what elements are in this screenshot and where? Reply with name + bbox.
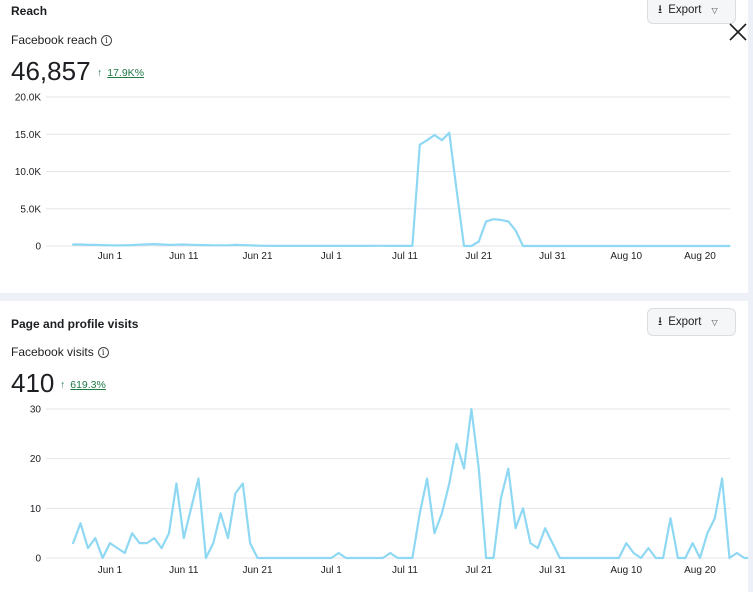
arrow-up-icon: ↑ (60, 379, 66, 391)
visits-value: 410 (11, 368, 55, 398)
reach-y-tick-label: 10.0K (15, 167, 41, 178)
info-icon[interactable]: i (101, 34, 113, 46)
delta-percent[interactable]: 17.9K% (107, 67, 145, 79)
reach-x-tick-label: Jun 11 (169, 251, 199, 262)
visits-x-tick-label: Aug 20 (684, 565, 716, 576)
metric-label-text: Facebook visits (11, 345, 94, 359)
visits-x-tick-label: Jul 1 (321, 565, 343, 576)
visits-y-tick-label: 10 (30, 504, 42, 515)
arrow-up-icon: ↑ (97, 67, 103, 79)
reach-x-tick-label: Aug 10 (610, 251, 642, 262)
visits-x-tick-label: Jun 1 (98, 565, 123, 576)
reach-line-chart: 0 5.0K 10.0K 15.0K 20.0K Jun 1 Jun 11 Jun 21 Jul… (15, 93, 731, 262)
visits-export-button[interactable]: ⭳ Export ▽ (647, 308, 736, 336)
reach-x-tick-label: Jun 1 (98, 251, 123, 262)
reach-y-tick-label: 20.0K (15, 93, 41, 104)
reach-y-tick-label: 15.0K (15, 130, 41, 141)
download-icon: ⭳ (658, 313, 663, 328)
close-icon[interactable] (726, 20, 750, 44)
reach-metric-label: Facebook reach i (11, 33, 113, 47)
reach-title: Reach (11, 4, 48, 18)
caret-down-icon: ▽ (711, 5, 718, 15)
export-label: Export (668, 4, 702, 16)
visits-y-tick-label: 30 (30, 405, 42, 416)
caret-down-icon: ▽ (711, 317, 718, 327)
reach-y-tick-label: 0 (35, 242, 41, 253)
visits-delta: ↑ 619.3% (60, 379, 106, 391)
reach-y-tick-label: 5.0K (20, 204, 41, 215)
visits-metric-label: Facebook visits i (11, 345, 109, 359)
visits-title: Page and profile visits (11, 317, 139, 331)
reach-value: 46,857 (11, 56, 91, 86)
visits-x-tick-label: Jun 11 (169, 565, 199, 576)
visits-x-tick-label: Jul 11 (392, 565, 418, 576)
reach-delta: ↑ 17.9K% (97, 67, 144, 79)
reach-x-tick-label: Jul 31 (539, 251, 566, 262)
reach-x-tick-label: Jul 21 (465, 251, 492, 262)
visits-x-tick-label: Aug 10 (610, 565, 642, 576)
visits-card: Page and profile visits ⭳ Export ▽ Faceb… (0, 301, 748, 592)
visits-x-tick-label: Jul 21 (465, 565, 492, 576)
reach-card: Reach ⭳ Export ▽ Facebook reach i 46,857… (0, 0, 748, 293)
reach-export-button[interactable]: ⭳ Export ▽ (647, 0, 736, 24)
visits-y-tick-label: 20 (30, 454, 42, 465)
reach-x-tick-label: Jul 1 (321, 251, 343, 262)
reach-series-line (71, 131, 731, 248)
delta-percent[interactable]: 619.3% (70, 379, 106, 391)
visits-series-line (71, 407, 748, 560)
visits-x-tick-label: Jun 21 (242, 565, 272, 576)
visits-y-tick-label: 0 (35, 554, 41, 565)
export-label: Export (668, 316, 702, 328)
download-icon: ⭳ (658, 1, 663, 16)
visits-line-chart: 0 10 20 30 Jun 1 Jun 11 Jun 21 Jul 1 Jul 11 Jul 2… (30, 405, 748, 576)
reach-x-tick-label: Aug 20 (684, 251, 716, 262)
visits-x-tick-label: Jul 31 (539, 565, 566, 576)
info-icon[interactable]: i (97, 346, 109, 358)
metric-label-text: Facebook reach (11, 33, 98, 47)
reach-x-tick-label: Jul 11 (392, 251, 418, 262)
reach-x-tick-label: Jun 21 (242, 251, 272, 262)
